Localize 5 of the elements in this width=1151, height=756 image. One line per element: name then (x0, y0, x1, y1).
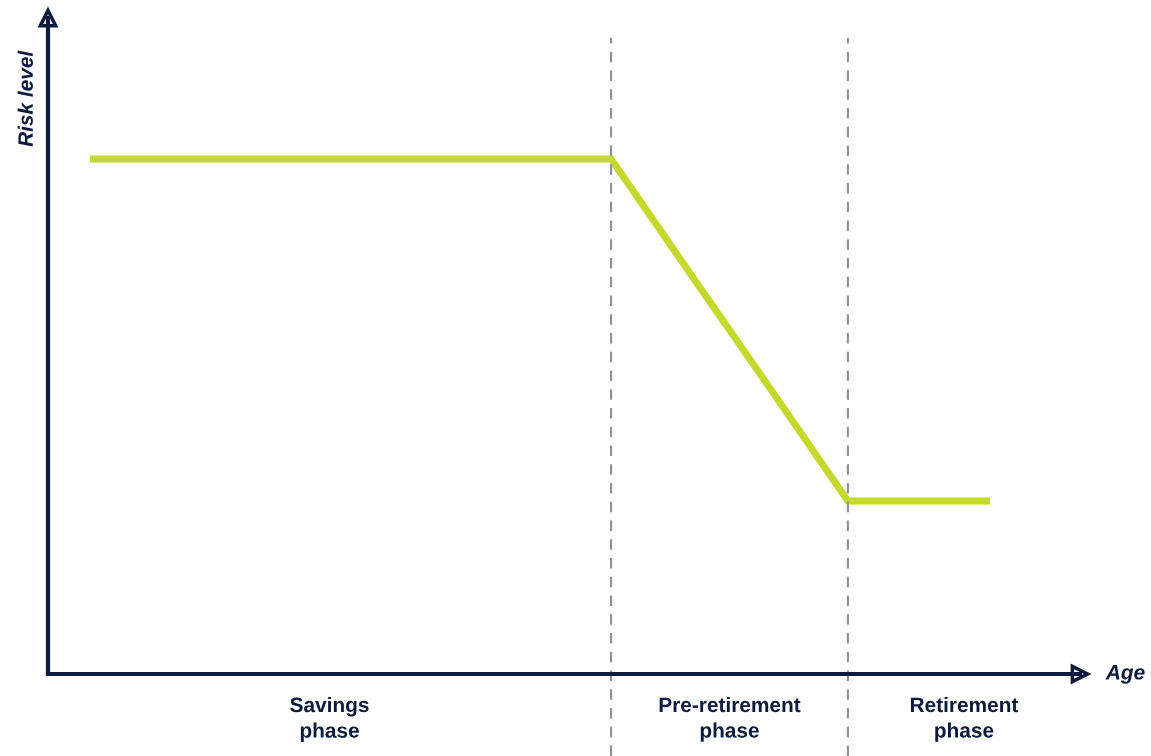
text: Pre-retirement phase (659, 696, 801, 742)
y-axis-title: Risk level (17, 50, 33, 147)
x-axis-title: Age (1105, 665, 1145, 684)
text: Retirement phase (910, 696, 1019, 742)
text: Savings phase (290, 696, 369, 742)
